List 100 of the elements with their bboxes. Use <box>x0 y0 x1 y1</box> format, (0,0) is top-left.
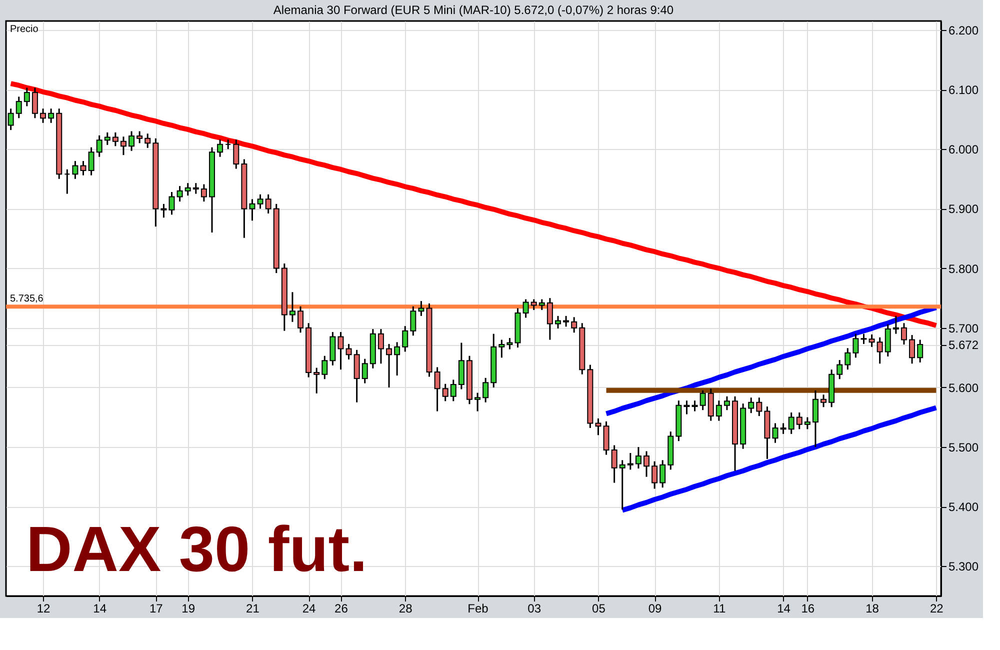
candlestick <box>724 396 730 411</box>
candlestick <box>563 315 570 328</box>
candlestick <box>314 367 320 394</box>
candlestick <box>112 132 118 147</box>
candlestick <box>402 325 408 352</box>
candlestick <box>192 182 199 195</box>
candlestick <box>603 420 610 456</box>
candlestick <box>644 450 650 478</box>
candlestick <box>538 298 545 311</box>
candlestick <box>530 298 537 311</box>
candlestick <box>820 394 827 408</box>
candlestick <box>852 333 859 358</box>
y-tick-label: 5.400 <box>948 500 979 514</box>
y-tick-label: 5.500 <box>948 440 979 455</box>
candlestick <box>860 333 867 345</box>
candlestick <box>128 130 135 152</box>
y-tick-label: 6.200 <box>948 23 979 38</box>
candlestick <box>506 337 513 350</box>
candlestick <box>692 400 698 412</box>
candlestick <box>8 108 14 131</box>
candlestick <box>611 444 618 484</box>
candlestick <box>16 96 22 119</box>
candlestick <box>330 331 336 366</box>
candlestick <box>386 343 392 388</box>
candlestick <box>756 396 762 417</box>
x-tick-label: 21 <box>246 602 260 616</box>
candlestick <box>868 334 875 348</box>
candlestick <box>322 355 328 380</box>
candlestick <box>780 422 786 435</box>
candlestick <box>144 132 151 149</box>
candlestick <box>233 138 240 170</box>
candlestick <box>80 160 86 176</box>
y-tick-label: 6.100 <box>948 83 979 98</box>
x-tick-label: 12 <box>36 602 51 616</box>
candlestick <box>788 412 794 435</box>
candlestick <box>418 300 424 317</box>
x-tick-label: 14 <box>777 602 791 616</box>
candlestick <box>554 315 561 330</box>
candlestick <box>772 422 778 444</box>
candlestick <box>32 86 38 119</box>
y-tick-label: 5.700 <box>948 321 979 336</box>
candlestick <box>257 194 264 210</box>
candlestick <box>442 383 448 402</box>
candlestick <box>410 306 416 336</box>
candlestick <box>338 331 344 370</box>
candlestick <box>458 342 464 390</box>
candlestick <box>498 339 505 358</box>
x-tick-label: 24 <box>302 602 316 616</box>
candlestick <box>88 146 94 176</box>
candlestick <box>160 203 167 218</box>
x-tick-label: 09 <box>648 602 662 616</box>
candlestick <box>900 322 907 346</box>
candlestick <box>844 347 851 370</box>
candlestick <box>136 130 143 144</box>
candlestick <box>708 388 714 422</box>
candlestick <box>716 400 722 422</box>
candlestick <box>289 291 296 323</box>
candlestick <box>836 359 843 380</box>
y-axis-title: Precio <box>10 24 39 35</box>
candlestick <box>652 460 658 490</box>
candlestick <box>120 136 126 156</box>
candlestick <box>184 182 191 196</box>
candlestick <box>635 446 642 470</box>
x-tick-label: 11 <box>713 602 726 616</box>
candlestick <box>522 298 529 318</box>
candlestick <box>812 390 818 448</box>
candlestick <box>909 334 916 364</box>
candlestick <box>796 412 802 430</box>
y-tick-label: 5.900 <box>948 202 979 216</box>
candlestick <box>595 418 602 436</box>
candlestick <box>24 86 30 107</box>
candlestick <box>700 390 706 411</box>
x-tick-label: 28 <box>398 602 413 616</box>
candlestick <box>378 328 384 364</box>
candlestick <box>876 336 883 364</box>
x-tick-label: 22 <box>930 602 944 616</box>
candlestick <box>884 324 891 358</box>
candlestick <box>64 168 70 195</box>
candlestick <box>434 366 440 412</box>
candlestick <box>72 160 78 180</box>
candlestick <box>450 378 456 402</box>
x-tick-label: 26 <box>334 602 348 616</box>
candlestick <box>804 416 810 430</box>
y-tick-label: 5.672 <box>948 338 979 352</box>
candlestick <box>298 306 304 334</box>
candlestick <box>176 185 183 202</box>
candlestick <box>917 339 924 364</box>
x-tick-label: 16 <box>801 602 815 616</box>
y-tick-label: 6.000 <box>948 142 979 157</box>
x-tick-label: Feb <box>468 602 489 616</box>
candlestick <box>362 358 368 384</box>
candlestick <box>619 459 626 510</box>
candlestick <box>265 194 272 214</box>
candlestick <box>48 108 54 124</box>
candlestick <box>104 132 110 146</box>
x-tick-label: 18 <box>866 602 880 616</box>
chart-title: Alemania 30 Forward (EUR 5 Mini (MAR-10) 5.672,0 (-0,07%) 2 horas 9:40 <box>273 3 674 17</box>
candlestick <box>168 191 175 216</box>
candlestick <box>96 134 102 158</box>
x-tick-label: 03 <box>528 602 542 616</box>
